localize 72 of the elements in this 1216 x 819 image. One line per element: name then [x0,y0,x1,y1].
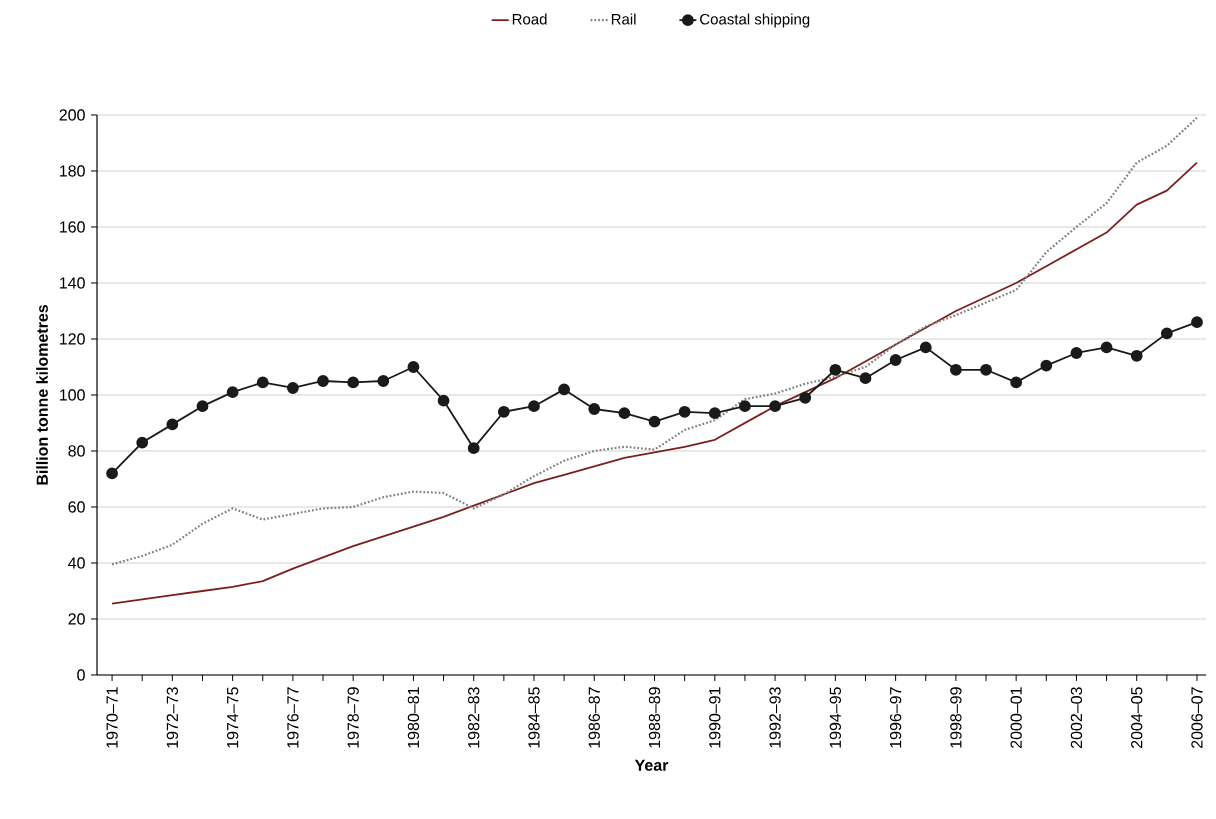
y-tick-label: 200 [59,109,85,121]
y-tick-label: 80 [68,445,85,457]
x-axis-title: Year [634,759,669,771]
y-axis-title: Billion tonne kilometres [36,304,48,485]
point [166,418,179,431]
x-tick-label: 1974–75 [226,687,239,748]
point [1070,347,1083,359]
point [708,407,721,420]
point [558,383,571,396]
point [1160,327,1173,340]
y-tick-label: 180 [60,165,85,177]
point [1010,376,1023,389]
legend-label: Road [512,13,547,25]
x-tick-label: 1972–73 [166,687,179,748]
point [377,375,390,387]
point [106,467,118,480]
point [588,403,601,415]
point [980,363,992,376]
y-tick-label: 20 [68,613,85,625]
y-tick-label: 120 [60,333,85,345]
point [919,341,932,354]
point [196,400,209,413]
point [739,400,751,413]
point [226,386,239,399]
point [949,363,962,376]
x-tick-label: 1988–89 [648,687,661,748]
point [256,376,269,389]
x-tick-label: 1986–87 [588,687,600,748]
x-tick-label: 1992–93 [769,687,781,748]
x-tick-label: 2000–01 [1010,687,1022,748]
x-tick-label: 1970–71 [106,687,118,748]
point [1100,341,1113,354]
x-tick-label: 1998–99 [950,687,962,748]
point [467,442,480,455]
point [859,372,872,385]
point [618,407,631,420]
point [829,363,842,376]
x-tick-label: 1978–79 [347,687,359,748]
y-tick-label: 100 [60,389,85,401]
point [769,400,781,413]
legend-label: Rail [611,13,636,25]
y-tick-label: 0 [77,669,85,681]
x-tick-label: 2004–05 [1131,687,1143,748]
point [528,400,540,413]
x-tick-label: 1994–95 [829,687,842,748]
x-tick-label: 1982–83 [468,687,480,748]
y-tick-label: 160 [60,221,85,233]
point [317,375,329,387]
point [648,415,661,428]
point [1191,316,1203,329]
point [1040,359,1053,372]
x-tick-label: 1984–85 [528,687,540,748]
y-tick-label: 60 [68,501,85,513]
x-tick-label: 1990–91 [709,687,721,748]
x-tick-label: 2006–07 [1191,687,1203,748]
point [889,354,902,366]
point [136,436,149,449]
point [497,405,510,418]
y-tick-label: 40 [68,557,85,569]
point [286,382,299,394]
x-tick-label: 1996–97 [889,687,902,748]
point [407,361,420,373]
y-tick-label: 140 [60,277,85,289]
x-tick-label: 2002–03 [1070,687,1083,748]
legend-label: Coastal shipping [700,13,810,28]
x-tick-label: 1980–81 [407,687,420,748]
point [437,394,450,407]
point [678,405,691,418]
x-tick-label: 1976–77 [287,687,299,748]
point [799,391,812,404]
point [347,376,360,389]
point [1130,349,1143,362]
